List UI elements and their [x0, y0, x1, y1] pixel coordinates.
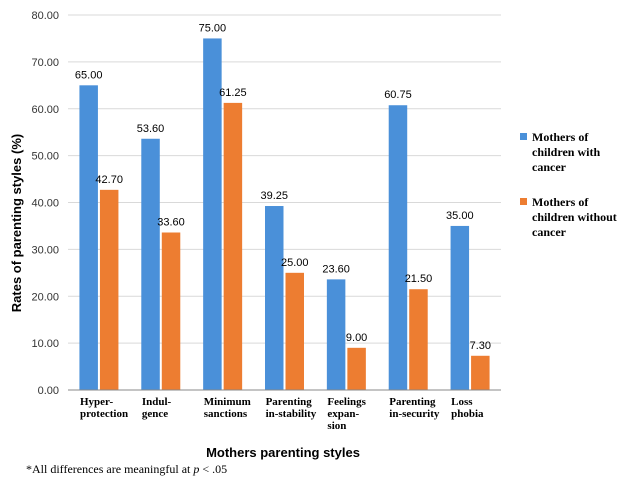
category-label: Loss [451, 396, 473, 408]
y-tick-label: 70.00 [31, 57, 59, 69]
bar [450, 225, 470, 390]
bar [79, 85, 98, 390]
legend-label: cancer [532, 225, 567, 239]
bar [409, 289, 428, 390]
data-label: 61.25 [219, 87, 247, 99]
gridlines [68, 14, 501, 344]
category-label: Indul- [142, 396, 172, 408]
bars [79, 38, 490, 390]
bar [347, 347, 366, 390]
bar [141, 138, 160, 390]
y-axis-title: Rates of parenting styles (%) [9, 134, 24, 312]
y-tick-label: 40.00 [31, 198, 59, 210]
legend-label: children without [532, 210, 617, 224]
category-label: expan- [327, 408, 359, 420]
bar [471, 355, 490, 390]
bar [265, 206, 284, 390]
bar [161, 232, 181, 390]
data-label: 7.30 [470, 340, 491, 352]
y-tick-label: 80.00 [31, 10, 59, 22]
category-label: sion [327, 420, 346, 432]
data-label: 35.00 [446, 210, 474, 222]
data-label: 53.60 [137, 123, 165, 135]
bar [223, 102, 243, 390]
category-label: in-stability [266, 408, 317, 420]
y-tick-label: 10.00 [31, 338, 59, 350]
category-label: Hyper- [80, 396, 114, 408]
category-labels: Hyper-protection Indul-gence Minimumsancti… [80, 396, 484, 432]
legend-label: cancer [532, 160, 567, 174]
data-label: 23.60 [322, 263, 350, 275]
y-tick-label: 20.00 [31, 291, 59, 303]
category-label: Parenting [266, 396, 313, 408]
bar [203, 38, 222, 390]
y-axis-ticks: 0.00 10.00 20.00 30.00 40.00 50.00 60.00 70.00 8… [31, 10, 59, 397]
category-label: protection [80, 408, 128, 420]
legend-swatch [520, 198, 527, 205]
legend-label: Mothers of [532, 195, 589, 209]
bar [388, 105, 408, 390]
y-tick-label: 30.00 [31, 244, 59, 256]
footnote-p: p [193, 462, 200, 476]
footnote-prefix: *All differences are meaningful at [26, 462, 194, 476]
footnote: *All differences are meaningful at p < .… [26, 462, 227, 477]
category-label: Minimum [204, 396, 251, 408]
y-tick-label: 50.00 [31, 151, 59, 163]
data-label: 65.00 [75, 69, 103, 81]
category-label: gence [142, 408, 168, 420]
category-label: Feelings [327, 396, 366, 408]
legend-label: children with [532, 145, 600, 159]
bar [99, 189, 119, 390]
data-label: 33.60 [157, 217, 185, 229]
y-tick-label: 60.00 [31, 104, 59, 116]
data-label: 42.70 [95, 174, 123, 186]
category-label: Parenting [389, 396, 436, 408]
data-label: 21.50 [405, 273, 433, 285]
category-label: phobia [451, 408, 484, 420]
bar [326, 279, 346, 390]
data-label: 60.75 [384, 89, 412, 101]
legend-label: Mothers of [532, 130, 589, 144]
category-label: in-security [389, 408, 440, 420]
bar [285, 272, 304, 390]
category-label: sanctions [204, 408, 248, 420]
x-axis-title: Mothers parenting styles [206, 445, 360, 460]
y-tick-label: 0.00 [38, 385, 59, 397]
data-label: 75.00 [199, 22, 227, 34]
data-label: 9.00 [346, 332, 367, 344]
data-labels: 65.00 53.60 75.00 39.25 23.60 60.75 35.00 42.70… [75, 22, 491, 351]
data-label: 25.00 [281, 257, 309, 269]
legend-swatch [520, 133, 527, 140]
footnote-suffix: < .05 [199, 462, 228, 476]
data-label: 39.25 [260, 190, 288, 202]
